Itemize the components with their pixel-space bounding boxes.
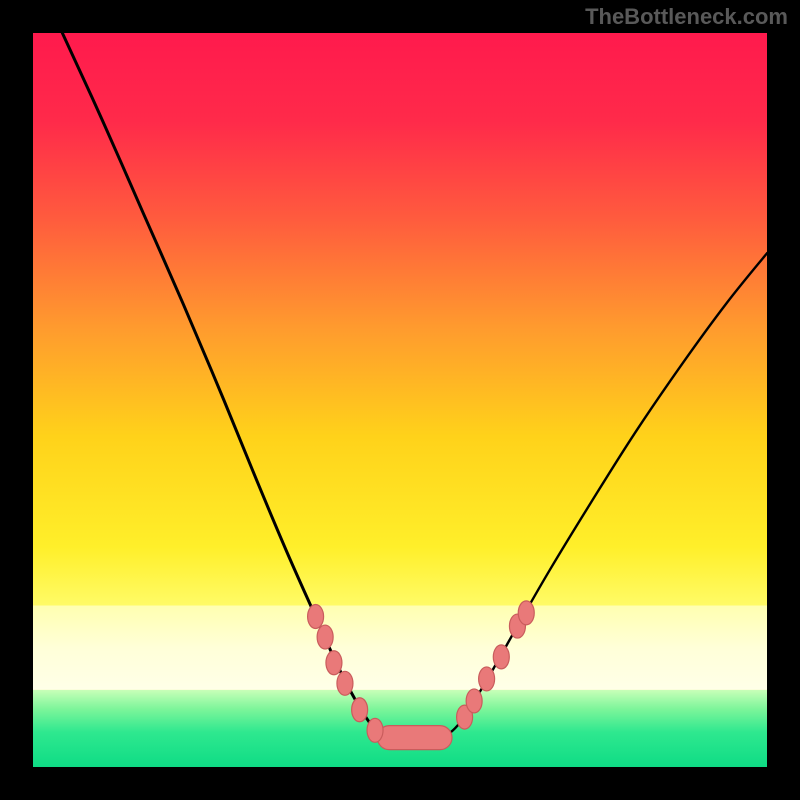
marker-left bbox=[367, 718, 383, 742]
marker-floor-lozenge bbox=[377, 726, 452, 750]
marker-right bbox=[479, 667, 495, 691]
bottleneck-chart bbox=[0, 0, 800, 800]
marker-left bbox=[317, 625, 333, 649]
marker-left bbox=[308, 605, 324, 629]
marker-left bbox=[326, 651, 342, 675]
marker-left bbox=[337, 671, 353, 695]
marker-right bbox=[493, 645, 509, 669]
marker-right bbox=[518, 601, 534, 625]
marker-right bbox=[466, 689, 482, 713]
marker-left bbox=[352, 698, 368, 722]
chart-stage: TheBottleneck.com bbox=[0, 0, 800, 800]
background-pale-band bbox=[33, 606, 767, 690]
watermark-text: TheBottleneck.com bbox=[585, 4, 788, 30]
